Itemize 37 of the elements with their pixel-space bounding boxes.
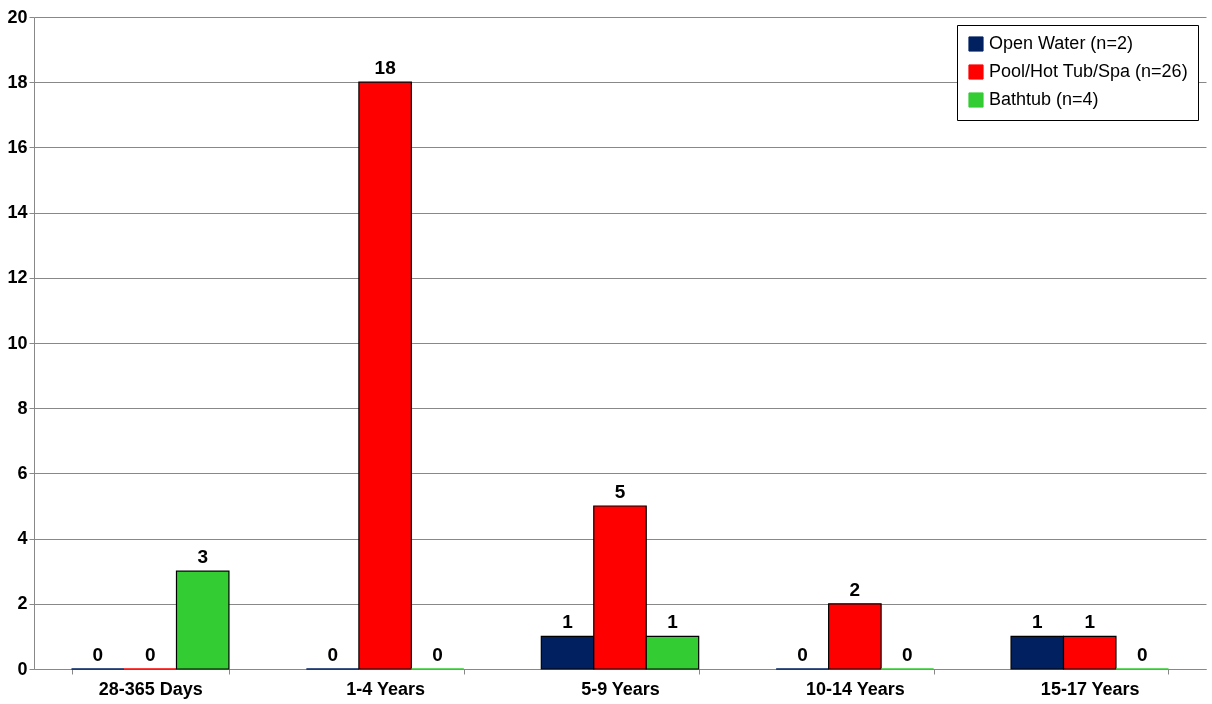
y-tick-label: 14 bbox=[7, 202, 28, 223]
data-label: 3 bbox=[197, 546, 208, 568]
y-tick-label: 6 bbox=[17, 462, 28, 483]
legend-label: Open Water (n=2) bbox=[989, 33, 1133, 53]
y-tick-label: 8 bbox=[17, 397, 28, 418]
y-tick-label: 16 bbox=[7, 136, 28, 157]
data-label: 18 bbox=[374, 57, 396, 79]
bar bbox=[358, 81, 412, 670]
y-tick-label: 0 bbox=[17, 658, 28, 679]
data-label: 0 bbox=[92, 644, 104, 665]
data-label: 1 bbox=[667, 611, 679, 633]
y-tick-label: 18 bbox=[7, 71, 28, 92]
data-label: 2 bbox=[849, 578, 861, 600]
data-label: 1 bbox=[1084, 611, 1096, 633]
legend-label: Pool/Hot Tub/Spa (n=26) bbox=[989, 61, 1188, 81]
y-tick-label: 10 bbox=[7, 332, 28, 353]
y-tick-label: 2 bbox=[17, 593, 28, 614]
data-label: 0 bbox=[1136, 644, 1148, 665]
y-tick-label: 4 bbox=[17, 528, 28, 549]
y-tick-label: 12 bbox=[7, 267, 28, 288]
x-tick-label: 15-17 Years bbox=[1040, 678, 1140, 699]
x-tick-label: 5-9 Years bbox=[581, 678, 660, 699]
bar bbox=[828, 603, 882, 670]
data-label: 1 bbox=[562, 611, 574, 633]
data-label: 1 bbox=[1032, 611, 1043, 633]
legend-label: Bathtub (n=4) bbox=[989, 89, 1099, 109]
data-label: 0 bbox=[144, 644, 156, 665]
data-label: 5 bbox=[614, 481, 626, 502]
data-label: 0 bbox=[432, 644, 443, 665]
y-tick-label: 20 bbox=[7, 6, 28, 27]
x-tick-label: 1-4 Years bbox=[346, 678, 426, 699]
data-label: 0 bbox=[797, 644, 808, 665]
data-label: 0 bbox=[327, 644, 338, 665]
data-label: 0 bbox=[902, 644, 913, 665]
bar bbox=[175, 570, 230, 670]
x-tick-label: 10-14 Years bbox=[805, 678, 905, 699]
x-tick-label: 28-365 Days bbox=[98, 678, 203, 699]
